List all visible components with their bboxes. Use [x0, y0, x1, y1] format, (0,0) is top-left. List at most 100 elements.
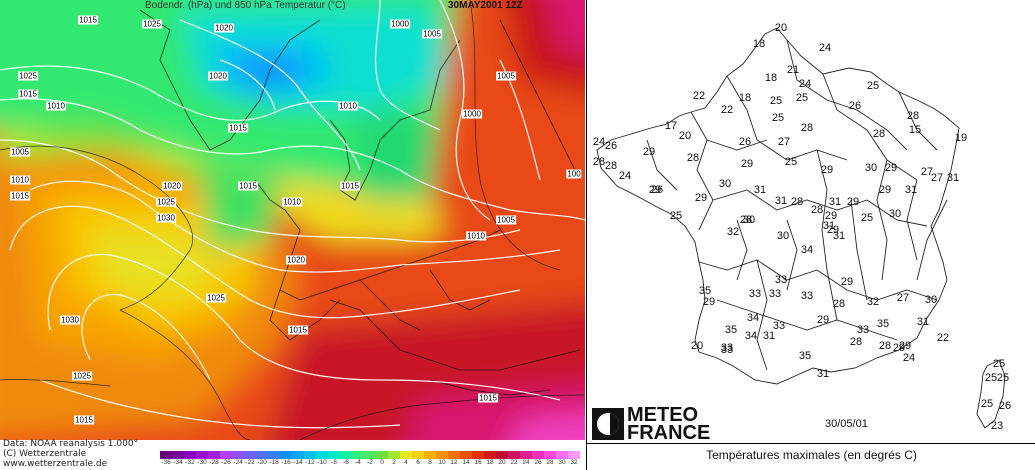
scale-swatch	[448, 451, 461, 459]
scale-tick-label: 22	[510, 459, 518, 466]
max-temperature-value: 27	[930, 172, 944, 184]
max-temperature-value: 25	[669, 210, 683, 222]
max-temperature-value: 31	[762, 330, 776, 342]
scale-tick-label: -30	[197, 459, 207, 466]
scale-tick-label: 6	[416, 459, 420, 466]
weather-chart-panel: 1015 1025 1020 1000 1005 1025 1015 1010 1020 1015…	[0, 0, 585, 470]
max-temperature-value: 25	[984, 372, 998, 384]
max-temperature-value: 22	[692, 90, 706, 102]
max-temperature-value: 29	[642, 146, 656, 158]
isobar-label: 1005	[496, 71, 516, 81]
isobar-label: 1025	[18, 71, 38, 81]
isobar-label: 1020	[286, 255, 306, 265]
max-temperature-value: 33	[720, 342, 734, 354]
max-temperature-value: 17	[664, 120, 678, 132]
scale-swatch	[256, 451, 269, 459]
scale-swatch	[268, 451, 281, 459]
scale-tick-label: 10	[438, 459, 446, 466]
max-temperature-value: 29	[816, 314, 830, 326]
max-temperature-value: 29	[892, 342, 906, 354]
max-temperature-value: 31	[816, 368, 830, 380]
temperature-color-scale	[160, 451, 580, 459]
scale-tick-label: 2	[392, 459, 396, 466]
scale-swatch	[208, 451, 221, 459]
max-temperature-value: 35	[724, 324, 738, 336]
max-temperature-value: 31	[828, 196, 842, 208]
scale-tick-label: 18	[486, 459, 494, 466]
max-temperature-value: 28	[849, 336, 863, 348]
isobar-label: 1030	[156, 213, 176, 223]
france-outline-map	[596, 27, 1006, 429]
copyright-credit: (C) Wetterzentrale	[3, 449, 87, 459]
scale-swatch	[340, 451, 353, 459]
isobar-label: 1010	[282, 197, 302, 207]
max-temperature-value: 33	[772, 320, 786, 332]
max-temperature-value: 25	[771, 112, 785, 124]
max-temperature-value: 31	[916, 316, 930, 328]
scale-swatch	[244, 451, 257, 459]
max-temperature-value: 28	[800, 122, 814, 134]
scale-swatch	[520, 451, 533, 459]
isobar-label: 1005	[496, 215, 516, 225]
max-temperature-value: 27	[777, 136, 791, 148]
max-temperature-value: 25	[860, 212, 874, 224]
max-temperature-value: 26	[604, 140, 618, 152]
max-temperature-value: 25	[866, 80, 880, 92]
max-temperature-value: 20	[690, 340, 704, 352]
isobar-label: 1015	[288, 325, 308, 335]
scale-tick-label: 24	[522, 459, 530, 466]
max-temperature-value: 29	[740, 158, 754, 170]
isobar-label: 1025	[72, 371, 92, 381]
scale-swatch	[424, 451, 437, 459]
max-temperature-value: 30	[888, 208, 902, 220]
max-temperature-value: 28	[604, 160, 618, 172]
meteo-france-panel: 20 18 24 21 18 24 25 22 18 25 25 26 22 25 28 17 20 26 27 28…	[586, 0, 1035, 470]
max-temperature-value: 29	[820, 164, 834, 176]
max-temperature-value: 28	[790, 196, 804, 208]
scale-tick-label: -32	[185, 459, 195, 466]
max-temperature-value: 26	[848, 100, 862, 112]
max-temperature-value: 28	[832, 298, 846, 310]
max-temperature-value: 30	[864, 162, 878, 174]
max-temperature-value: 28	[739, 214, 753, 226]
website-credit: www.wetterzentrale.de	[3, 459, 108, 469]
isobar-label: 1015	[238, 181, 258, 191]
scale-swatch	[304, 451, 317, 459]
isobar-label: 1015	[228, 123, 248, 133]
isobar-label: 1010	[46, 101, 66, 111]
max-temperature-value: 25	[769, 95, 783, 107]
scale-tick-label: -26	[221, 459, 231, 466]
scale-tick-label: 30	[558, 459, 566, 466]
max-temperature-value: 26	[998, 400, 1012, 412]
scale-swatch	[352, 451, 365, 459]
isobar-label: 1025	[142, 19, 162, 29]
max-temperature-value: 20	[774, 22, 788, 34]
max-temperature-value: 29	[878, 184, 892, 196]
scale-swatch	[436, 451, 449, 459]
isobar-label: 1010	[466, 231, 486, 241]
max-temperature-value: 28	[810, 204, 824, 216]
scale-tick-label: -34	[173, 459, 183, 466]
isobar-label: 1015	[74, 415, 94, 425]
scale-tick-label: -24	[233, 459, 243, 466]
isobar-label: 1020	[214, 23, 234, 33]
isobar-label: 1015	[78, 15, 98, 25]
max-temperature-value: 29	[694, 192, 708, 204]
isobar-label: 1015	[340, 181, 360, 191]
scale-swatch	[232, 451, 245, 459]
scale-swatch	[376, 451, 389, 459]
temperature-pressure-map	[0, 0, 585, 440]
max-temperature-value: 25	[996, 372, 1010, 384]
max-temperature-value: 18	[764, 72, 778, 84]
scale-swatch	[220, 451, 233, 459]
max-temperature-value: 22	[720, 104, 734, 116]
max-temperature-value: 29	[702, 296, 716, 308]
max-temperature-value: 34	[744, 330, 758, 342]
max-temperature-value: 28	[878, 340, 892, 352]
max-temperature-value: 30	[924, 294, 938, 306]
scale-tick-label: -4	[355, 459, 361, 466]
isobar-label: 1010	[338, 101, 358, 111]
isobar-label: 1025	[156, 197, 176, 207]
scale-tick-label: 0	[380, 459, 384, 466]
max-temperature-value: 33	[748, 288, 762, 300]
